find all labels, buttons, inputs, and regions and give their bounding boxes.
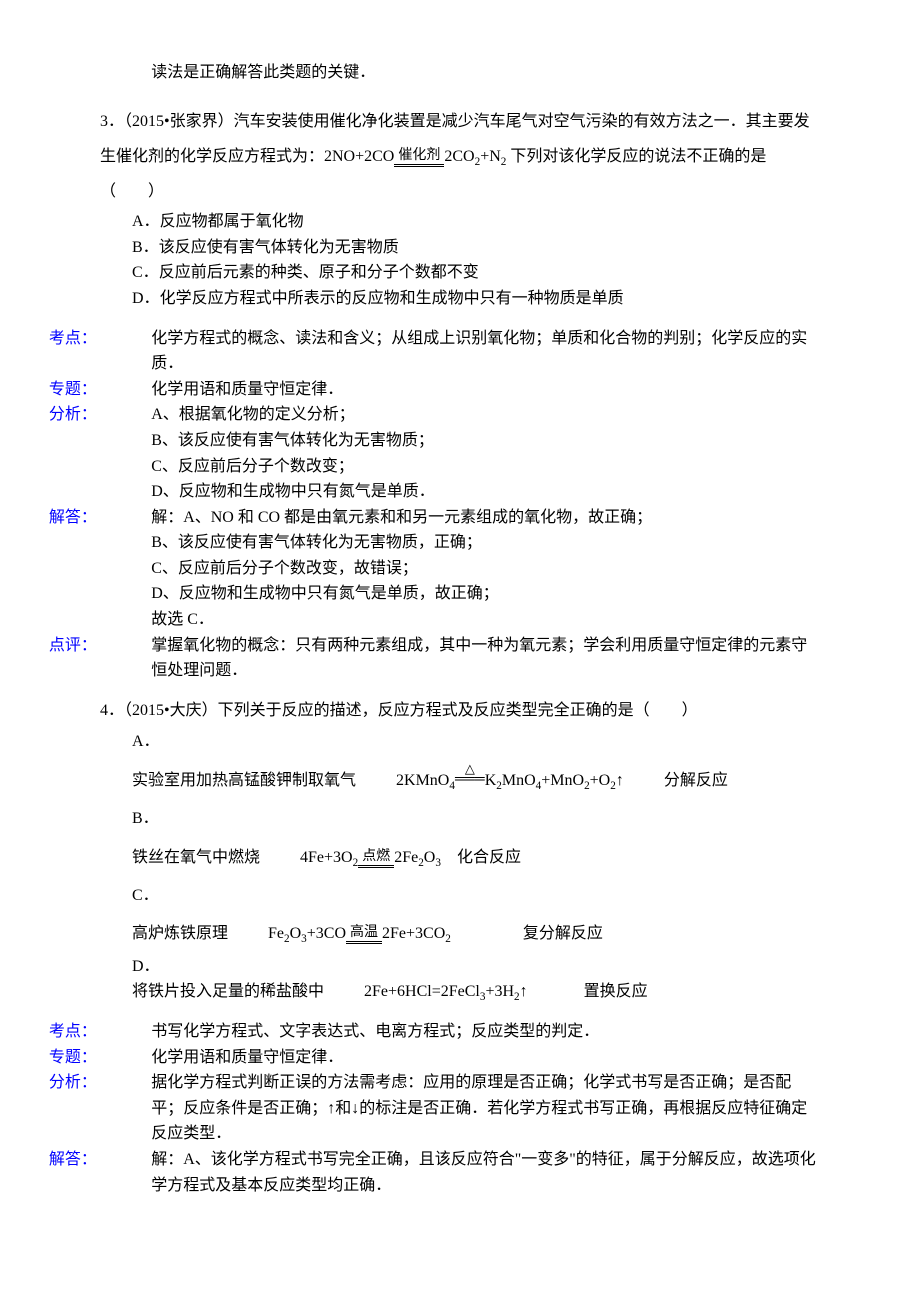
opt-b-letter: B． (132, 239, 159, 256)
q4-c-type: 复分解反应 (523, 925, 603, 942)
q3-stem-c: +N (480, 148, 501, 165)
fenxi-label: 分析： (100, 1070, 151, 1096)
q4-b-body: 铁丝在氧气中燃烧 4Fe+3O2点燃2Fe2O3 化合反应 (132, 839, 785, 877)
kaodian-text: 化学方程式的概念、读法和含义；从组成上识别氧化物；单质和化合物的判别；化学反应的… (151, 330, 807, 373)
q3-jieda-2: C、反应前后分子个数改变，故错误； (100, 556, 820, 582)
reaction-condition-catalyst: 催化剂 (394, 149, 444, 169)
opt-b-text: 该反应使有害气体转化为无害物质 (159, 239, 399, 256)
dianping-label: 点评： (100, 633, 151, 659)
zhuanti-text: 化学用语和质量守恒定律． (151, 381, 343, 398)
q4-zhuanti: 专题：化学用语和质量守恒定律． (100, 1045, 820, 1071)
q4-c-body: 高炉炼铁原理 Fe2O3+3CO高温2Fe+3CO2 复分解反应 (132, 915, 785, 953)
q3-stem: 3．（2015•张家界）汽车安装使用催化净化装置是减少汽车尾气对空气污染的有效方… (100, 104, 820, 210)
q3-option-b: B．该反应使有害气体转化为无害物质 (100, 235, 820, 261)
prev-fragment: 读法是正确解答此类题的关键． (100, 60, 820, 86)
q4-a-letter: A． (132, 723, 164, 761)
q4-b-letter: B． (132, 800, 164, 838)
q4-d-eq: 2Fe+6HCl=2FeCl3+3H2↑ (364, 983, 532, 1000)
opt-c-text: 反应前后元素的种类、原子和分子个数都不变 (159, 264, 479, 281)
jieda-text: 解：A、该化学方程式书写完全正确，且该反应符合"一变多"的特征，属于分解反应，故… (151, 1151, 816, 1194)
q4-a-type: 分解反应 (664, 772, 728, 789)
reaction-condition-high-temp: 高温 (346, 926, 382, 946)
fenxi-line-0: A、根据氧化物的定义分析； (151, 406, 355, 423)
q3-dianping: 点评：掌握氧化物的概念：只有两种元素组成，其中一种为氧元素；学会利用质量守恒定律… (100, 633, 820, 684)
q4-option-c: C． 高炉炼铁原理 Fe2O3+3CO高温2Fe+3CO2 复分解反应 (100, 877, 820, 954)
kaodian-text: 书写化学方程式、文字表达式、电离方程式；反应类型的判定． (151, 1023, 599, 1040)
q3-jieda-1: B、该反应使有害气体转化为无害物质，正确； (100, 530, 820, 556)
q4-b-desc: 铁丝在氧气中燃烧 (132, 849, 260, 866)
q4-option-d: D． 将铁片投入足量的稀盐酸中 2Fe+6HCl=2FeCl3+3H2↑ 置换反… (100, 954, 820, 1005)
q3-zhuanti: 专题：化学用语和质量守恒定律． (100, 377, 820, 403)
jieda-label: 解答： (100, 1147, 151, 1173)
q3-stem-b: 2CO (444, 148, 474, 165)
opt-d-letter: D． (132, 290, 160, 307)
kaodian-label: 考点： (100, 1019, 151, 1045)
opt-c-letter: C． (132, 264, 159, 281)
jieda-line-0: 解：A、NO 和 CO 都是由氧元素和和另一元素组成的氧化物，故正确； (151, 509, 652, 526)
q4-b-eq: 4Fe+3O2点燃2Fe2O3 (300, 849, 445, 866)
q3-jieda-0: 解答：解：A、NO 和 CO 都是由氧元素和和另一元素组成的氧化物，故正确； (100, 505, 820, 531)
opt-d-text: 化学反应方程式中所表示的反应物和生成物中只有一种物质是单质 (160, 290, 624, 307)
q4-a-body: 实验室用加热高锰酸钾制取氧气 2KMnO4△═══K2MnO4+MnO2+O2↑… (132, 762, 785, 800)
q4-d-type: 置换反应 (584, 983, 648, 1000)
q3-fenxi-2: C、反应前后分子个数改变； (100, 454, 820, 480)
q4-d-body: 将铁片投入足量的稀盐酸中 2Fe+6HCl=2FeCl3+3H2↑ 置换反应 (132, 979, 785, 1005)
q3-fenxi-0: 分析：A、根据氧化物的定义分析； (100, 402, 820, 428)
q4-a-desc: 实验室用加热高锰酸钾制取氧气 (132, 772, 356, 789)
q3-jieda-4: 故选 C． (100, 607, 820, 633)
fenxi-label: 分析： (100, 402, 151, 428)
q4-d-desc: 将铁片投入足量的稀盐酸中 (132, 983, 324, 1000)
q4-option-b: B． 铁丝在氧气中燃烧 4Fe+3O2点燃2Fe2O3 化合反应 (100, 800, 820, 877)
q4-fenxi: 分析：据化学方程式判断正误的方法需考虑：应用的原理是否正确；化学式书写是否正确；… (100, 1070, 820, 1147)
fenxi-text: 据化学方程式判断正误的方法需考虑：应用的原理是否正确；化学式书写是否正确；是否配… (151, 1074, 807, 1142)
q3-analysis: 考点：化学方程式的概念、读法和含义；从组成上识别氧化物；单质和化合物的判别；化学… (100, 326, 820, 684)
q3-fenxi-1: B、该反应使有害气体转化为无害物质； (100, 428, 820, 454)
q4-kaodian: 考点：书写化学方程式、文字表达式、电离方程式；反应类型的判定． (100, 1019, 820, 1045)
zhuanti-text: 化学用语和质量守恒定律． (151, 1049, 343, 1066)
q3-jieda-3: D、反应物和生成物中只有氮气是单质，故正确； (100, 581, 820, 607)
prev-fragment-text: 读法是正确解答此类题的关键． (100, 60, 820, 86)
q4-d-letter: D． (132, 954, 164, 980)
zhuanti-label: 专题： (100, 1045, 151, 1071)
q4-jieda: 解答：解：A、该化学方程式书写完全正确，且该反应符合"一变多"的特征，属于分解反… (100, 1147, 820, 1198)
opt-a-letter: A． (132, 213, 160, 230)
reaction-condition-heat-icon: △═══ (455, 762, 485, 783)
q4-c-desc: 高炉炼铁原理 (132, 925, 228, 942)
q4-stem: 4．（2015•大庆）下列关于反应的描述，反应方程式及反应类型完全正确的是（ ） (100, 698, 820, 724)
document-page: 读法是正确解答此类题的关键． 3．（2015•张家界）汽车安装使用催化净化装置是… (0, 0, 920, 1302)
reaction-condition-ignite: 点燃 (358, 850, 394, 870)
q3-option-c: C．反应前后元素的种类、原子和分子个数都不变 (100, 260, 820, 286)
q3-option-d: D．化学反应方程式中所表示的反应物和生成物中只有一种物质是单质 (100, 286, 820, 312)
q4-analysis: 考点：书写化学方程式、文字表达式、电离方程式；反应类型的判定． 专题：化学用语和… (100, 1019, 820, 1198)
q4-c-letter: C． (132, 877, 164, 915)
kaodian-label: 考点： (100, 326, 151, 352)
q3-kaodian: 考点：化学方程式的概念、读法和含义；从组成上识别氧化物；单质和化合物的判别；化学… (100, 326, 820, 377)
q4-option-a: A． 实验室用加热高锰酸钾制取氧气 2KMnO4△═══K2MnO4+MnO2+… (100, 723, 820, 800)
q4-b-type: 化合反应 (457, 849, 521, 866)
q3-fenxi-3: D、反应物和生成物中只有氮气是单质． (100, 479, 820, 505)
jieda-label: 解答： (100, 505, 151, 531)
q3-option-a: A．反应物都属于氧化物 (100, 209, 820, 235)
question-3: 3．（2015•张家界）汽车安装使用催化净化装置是减少汽车尾气对空气污染的有效方… (100, 104, 820, 312)
q4-a-eq: 2KMnO4△═══K2MnO4+MnO2+O2↑ (396, 772, 628, 789)
dianping-text: 掌握氧化物的概念：只有两种元素组成，其中一种为氧元素；学会利用质量守恒定律的元素… (151, 637, 807, 680)
opt-a-text: 反应物都属于氧化物 (160, 213, 304, 230)
q4-c-eq: Fe2O3+3CO高温2Fe+3CO2 (268, 925, 455, 942)
question-4: 4．（2015•大庆）下列关于反应的描述，反应方程式及反应类型完全正确的是（ ）… (100, 698, 820, 1005)
zhuanti-label: 专题： (100, 377, 151, 403)
